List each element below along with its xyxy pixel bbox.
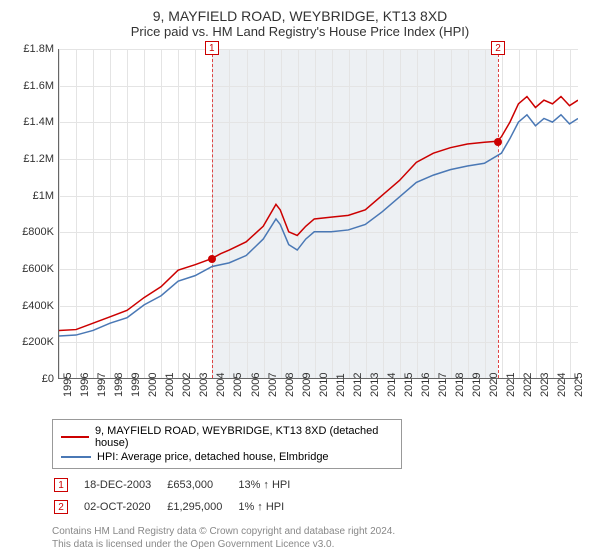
transaction-delta: 1% ↑ HPI: [238, 497, 304, 517]
y-axis-label: £1.8M: [23, 43, 54, 55]
price-chart: £0 £200K £400K £600K £800K £1M £1.2M £1.4M £1.6M…: [10, 45, 590, 415]
transaction-marker: [208, 255, 216, 263]
transactions-table: 1 18-DEC-2003£653,00013% ↑ HPI 2 02-OCT-202…: [52, 473, 306, 519]
footer-line1: Contains HM Land Registry data © Crown c…: [52, 525, 590, 538]
y-axis-label: £200K: [22, 336, 54, 348]
legend-label: HPI: Average price, detached house, Elmb…: [97, 451, 329, 463]
transaction-date: 18-DEC-2003: [84, 475, 165, 495]
y-axis-label: £1.6M: [23, 80, 54, 92]
legend-swatch: [61, 456, 91, 458]
transaction-marker-label: 1: [205, 41, 219, 55]
transaction-marker: [494, 138, 502, 146]
transaction-price: £653,000: [167, 475, 236, 495]
y-axis-label: £1M: [33, 190, 54, 202]
legend: 9, MAYFIELD ROAD, WEYBRIDGE, KT13 8XD (d…: [52, 419, 402, 469]
y-axis-label: £1.2M: [23, 153, 54, 165]
legend-swatch: [61, 436, 89, 438]
transaction-date: 02-OCT-2020: [84, 497, 165, 517]
y-axis-label: £600K: [22, 263, 54, 275]
y-axis-label: £1.4M: [23, 116, 54, 128]
y-axis-label: £400K: [22, 300, 54, 312]
page-title: 9, MAYFIELD ROAD, WEYBRIDGE, KT13 8XD: [10, 8, 590, 24]
y-axis-label: £800K: [22, 226, 54, 238]
legend-item: HPI: Average price, detached house, Elmb…: [61, 450, 393, 464]
transaction-id-badge: 2: [54, 500, 68, 514]
legend-label: 9, MAYFIELD ROAD, WEYBRIDGE, KT13 8XD (d…: [95, 425, 393, 449]
table-row: 1 18-DEC-2003£653,00013% ↑ HPI: [54, 475, 304, 495]
attribution-footer: Contains HM Land Registry data © Crown c…: [52, 525, 590, 551]
transaction-marker-label: 2: [491, 41, 505, 55]
y-axis-label: £0: [42, 373, 54, 385]
transaction-delta: 13% ↑ HPI: [238, 475, 304, 495]
page-subtitle: Price paid vs. HM Land Registry's House …: [10, 24, 590, 39]
footer-line2: This data is licensed under the Open Gov…: [52, 538, 590, 551]
table-row: 2 02-OCT-2020£1,295,0001% ↑ HPI: [54, 497, 304, 517]
series-line: [59, 97, 578, 331]
transaction-id-badge: 1: [54, 478, 68, 492]
transaction-price: £1,295,000: [167, 497, 236, 517]
legend-item: 9, MAYFIELD ROAD, WEYBRIDGE, KT13 8XD (d…: [61, 424, 393, 450]
